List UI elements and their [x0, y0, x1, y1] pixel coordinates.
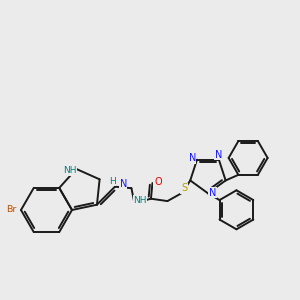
Text: S: S	[181, 183, 187, 193]
Text: Br: Br	[6, 205, 16, 214]
Text: N: N	[214, 150, 222, 160]
Text: O: O	[154, 178, 162, 188]
Text: NH: NH	[133, 196, 147, 205]
Text: NH: NH	[63, 166, 76, 175]
Text: N: N	[209, 188, 216, 198]
Text: H: H	[109, 177, 116, 186]
Text: N: N	[188, 154, 196, 164]
Text: N: N	[119, 179, 127, 189]
